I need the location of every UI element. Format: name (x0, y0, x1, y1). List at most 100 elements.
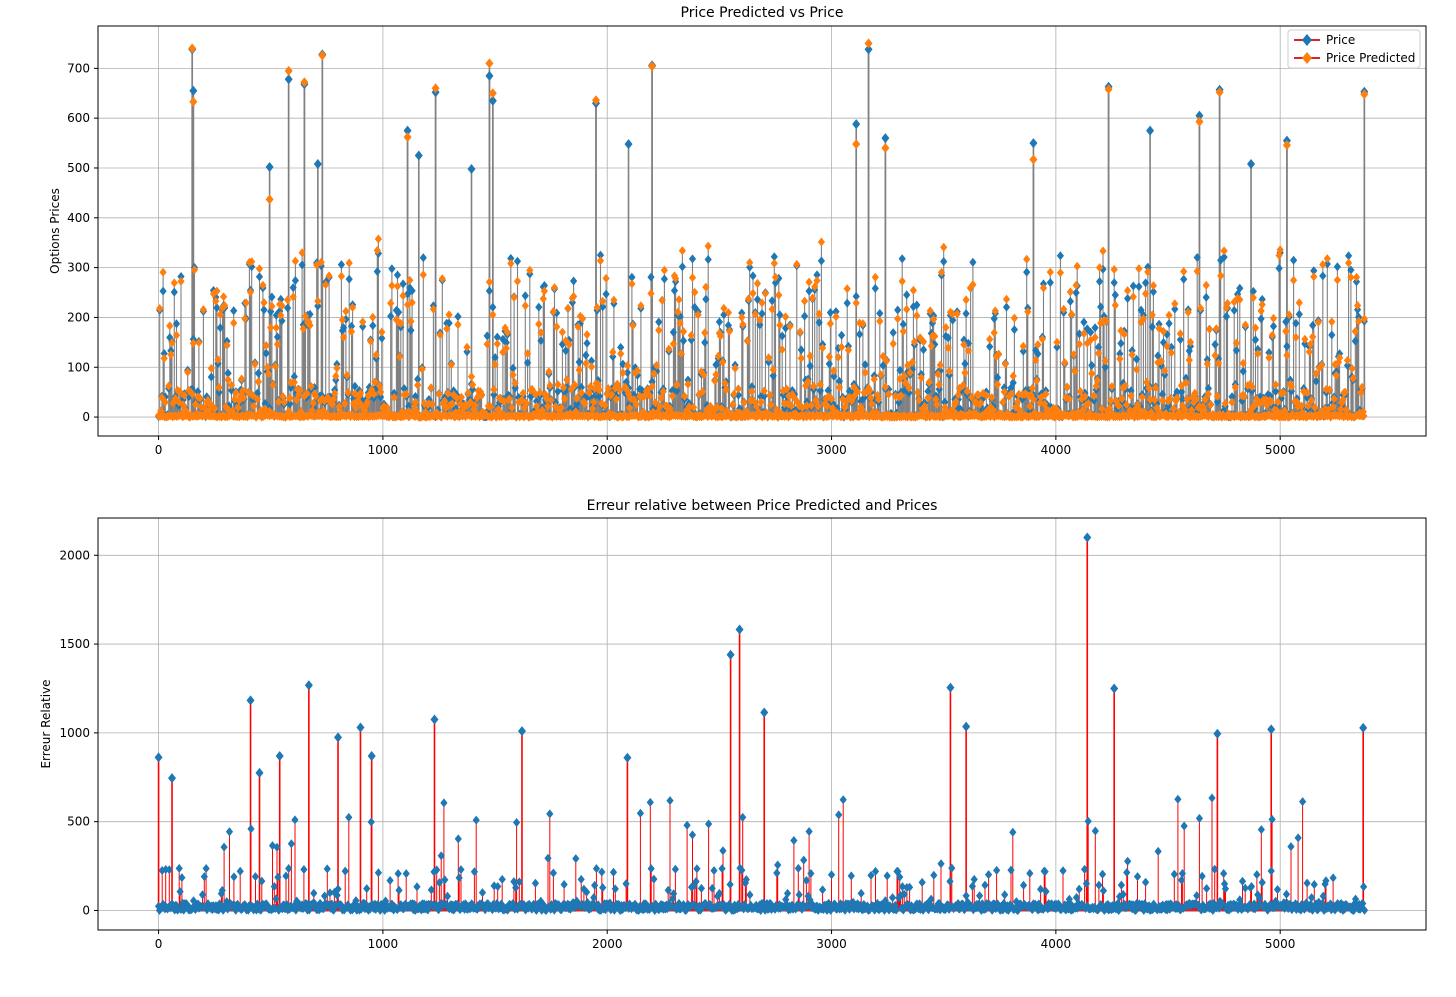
price-predicted-point (1282, 140, 1291, 151)
error-markers (154, 793, 1369, 915)
error-point (517, 726, 526, 737)
error-subplot: Erreur relative between Price Predicted … (39, 498, 1427, 951)
price-predicted-point (318, 50, 327, 61)
top-chart-y-tick-label: 500 (67, 161, 90, 175)
price-predicted-point (1195, 116, 1204, 127)
error-point (168, 773, 177, 784)
price-point (852, 119, 861, 130)
price-point (313, 158, 322, 169)
price-predicted-point (1215, 87, 1224, 98)
price-predicted-point (592, 95, 600, 106)
top-chart-y-tick-label: 600 (67, 111, 90, 125)
price-point (1247, 158, 1256, 169)
error-point (962, 721, 971, 732)
price-predicted-point (403, 132, 412, 143)
price-point (403, 125, 412, 136)
price-point (1195, 110, 1204, 121)
price-predicted-point (189, 96, 198, 107)
price-point (189, 85, 198, 96)
bottom-chart-y-tick-label: 500 (67, 815, 90, 829)
error-point (946, 682, 955, 693)
price-point (624, 139, 633, 150)
top-chart-y-ticks: 0 100 200 300 400 500 600 700 (67, 61, 98, 424)
price-point (1029, 138, 1038, 149)
legend-price-marker (1302, 34, 1312, 46)
bottom-chart-y-tick-label: 1500 (59, 637, 90, 651)
error-point (304, 680, 313, 691)
top-chart-x-tick-label: 4000 (1041, 443, 1072, 457)
error-point (1213, 728, 1222, 739)
bottom-chart-stems (157, 537, 1365, 911)
top-chart-x-tick-label: 5000 (1265, 443, 1296, 457)
price-predicted-point (1104, 84, 1113, 95)
bottom-chart-title: Erreur relative between Price Predicted … (587, 498, 938, 514)
bottom-chart-x-tick-label: 4000 (1041, 937, 1072, 951)
price-point (488, 95, 497, 106)
bottom-chart-y-label: Erreur Relative (39, 679, 53, 768)
top-chart-x-ticks: 0 1000 2000 3000 4000 5000 (155, 436, 1296, 457)
top-chart-y-tick-label: 700 (67, 61, 90, 75)
price-point (414, 150, 423, 161)
price-point (485, 70, 494, 81)
bottom-chart-y-ticks: 0 500 1000 1500 2000 (59, 548, 98, 917)
error-point (1083, 532, 1092, 543)
price-predicted-point (864, 38, 873, 49)
price-predicted-point (852, 139, 861, 150)
legend-predicted-marker (1302, 52, 1312, 64)
top-chart-title: Price Predicted vs Price (681, 5, 844, 21)
top-chart-y-tick-label: 300 (67, 261, 90, 275)
top-chart-x-tick-label: 0 (155, 443, 163, 457)
error-point (726, 649, 735, 660)
price-predicted-point (265, 194, 274, 205)
price-subplot: Price Predicted vs Price 0 1000 2000 3000 40… (48, 5, 1427, 457)
price-predicted-point (1029, 154, 1038, 165)
top-chart-y-tick-label: 400 (67, 211, 90, 225)
price-point (881, 133, 890, 144)
price-predicted-markers (154, 234, 1368, 422)
error-point (154, 752, 163, 763)
top-chart-stems (158, 43, 1366, 418)
bottom-chart-x-tick-label: 3000 (816, 937, 847, 951)
price-point (265, 161, 274, 172)
top-chart-y-label: Options Prices (48, 188, 62, 274)
bottom-chart-x-tick-label: 5000 (1265, 937, 1296, 951)
bottom-chart-x-tick-label: 2000 (592, 937, 623, 951)
price-predicted-point (431, 83, 440, 94)
top-chart-legend: Price Price Predicted (1287, 29, 1421, 69)
price-point (467, 163, 476, 174)
top-chart-grid (98, 26, 1426, 436)
price-predicted-point (881, 143, 890, 154)
error-point (356, 722, 365, 733)
price-predicted-series (154, 38, 1369, 422)
bottom-chart-x-tick-label: 0 (155, 937, 163, 951)
bottom-chart-y-tick-label: 0 (82, 903, 90, 917)
price-point (864, 44, 873, 55)
price-point (284, 74, 293, 85)
error-point (367, 750, 376, 761)
price-point (1146, 125, 1155, 136)
error-point (255, 767, 264, 778)
bottom-chart-frame (97, 517, 1427, 931)
error-point (246, 695, 255, 706)
legend-price-label: Price (1326, 33, 1355, 47)
error-point (275, 750, 284, 761)
bottom-chart-y-tick-label: 1000 (59, 726, 90, 740)
relative-error-series (154, 532, 1369, 915)
bottom-chart-x-ticks: 0 1000 2000 3000 4000 5000 (155, 930, 1296, 951)
error-point (1110, 683, 1119, 694)
price-predicted-point (648, 61, 657, 72)
error-point (1359, 722, 1368, 733)
price-predicted-point (300, 77, 309, 88)
bottom-chart-grid (98, 518, 1426, 930)
top-chart-x-tick-label: 2000 (592, 443, 623, 457)
error-point (430, 714, 439, 725)
price-predicted-point (188, 43, 197, 54)
price-predicted-point (284, 65, 293, 76)
top-chart-x-tick-label: 3000 (816, 443, 847, 457)
top-chart-y-tick-label: 100 (67, 360, 90, 374)
error-point (760, 707, 769, 718)
error-point (735, 624, 744, 635)
top-chart-y-tick-label: 0 (82, 410, 90, 424)
